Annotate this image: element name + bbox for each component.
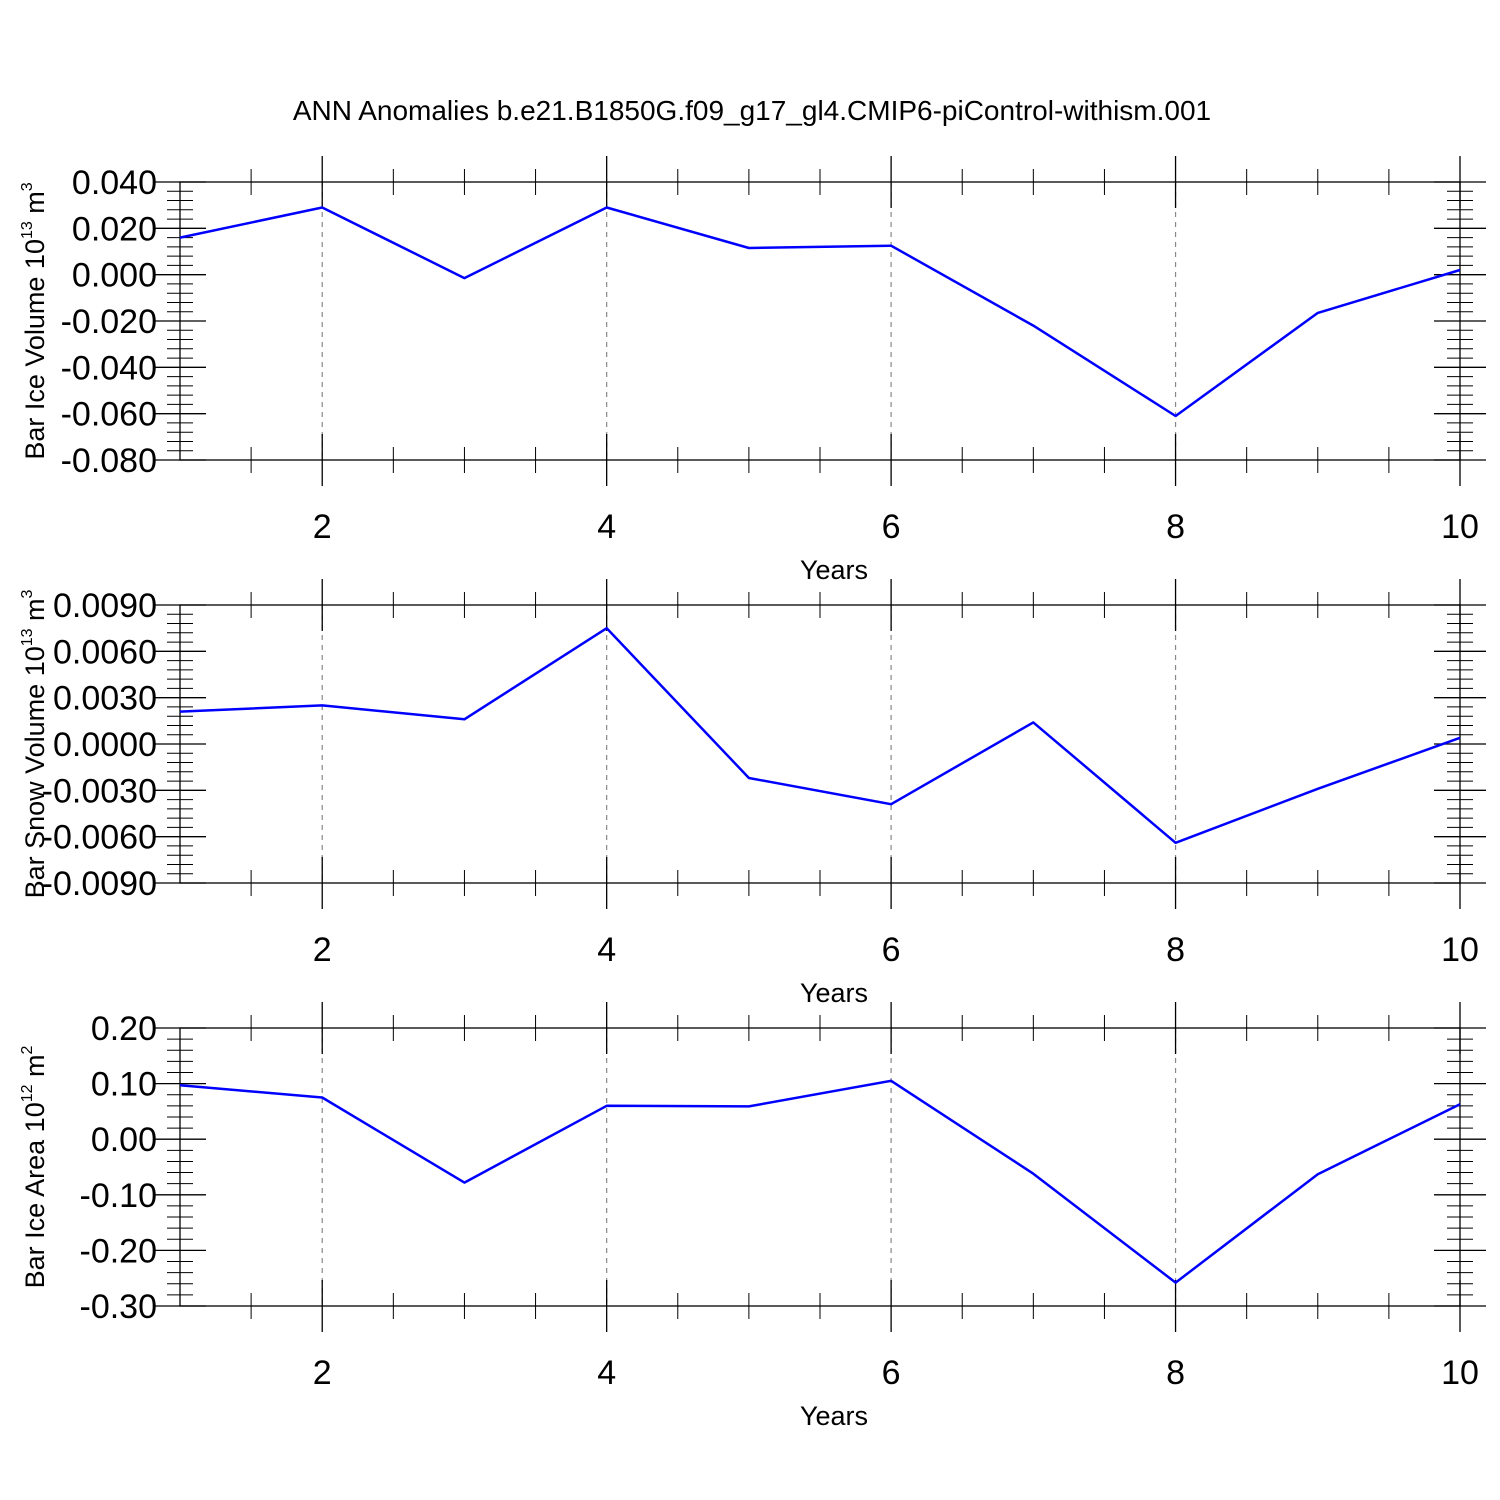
y-axis-title-part: Bar Snow Volume 10 (20, 646, 50, 898)
series-line (179, 206, 1461, 418)
x-axis-title: Years (800, 978, 868, 1008)
x-tick-label: 6 (882, 508, 901, 546)
y-tick-label: 0.040 (72, 164, 157, 202)
y-axis-title-part: 12 (19, 1084, 36, 1102)
x-tick-label: 2 (313, 1354, 332, 1392)
y-axis-title-part: 3 (19, 589, 36, 598)
y-tick-label: 0.0090 (53, 587, 157, 625)
y-tick-label: 0.00 (91, 1121, 157, 1159)
plot-frame (179, 1027, 1461, 1307)
y-axis-title: Bar Snow Volume 1013 m3 (19, 589, 50, 898)
x-axis-title: Years (800, 1401, 868, 1431)
y-tick-label: -0.30 (80, 1288, 158, 1326)
y-tick-label: -0.10 (80, 1177, 158, 1215)
y-tick-label: -0.060 (61, 396, 157, 434)
y-axis-title-part: 2 (19, 1045, 36, 1054)
y-axis-title: Bar Ice Area 1012 m2 (19, 1045, 50, 1288)
chart-panel-3: 2 4 6 8 10 Years -0.30 -0.20 -0.10 0.00 0.10 0.20 Ba… (19, 1002, 1486, 1431)
y-axis-title-part: 3 (19, 182, 36, 191)
y-tick-label: -0.080 (61, 442, 157, 480)
x-tick-label: 8 (1166, 931, 1185, 969)
figure-title: ANN Anomalies b.e21.B1850G.f09_g17_gl4.C… (293, 95, 1211, 126)
chart-panel-1: 2 4 6 8 10 Years -0.080 -0.060 -0.040 -0.020 0.000… (19, 156, 1486, 585)
y-axis-title: Bar Ice Volume 1013 m3 (19, 182, 50, 459)
y-tick-label: -0.20 (80, 1232, 158, 1270)
y-tick-label: 0.0060 (53, 633, 157, 671)
series-line (179, 626, 1461, 845)
x-tick-label: 10 (1441, 1354, 1479, 1392)
y-axis-title-part: 13 (19, 221, 36, 239)
y-tick-label: 0.20 (91, 1010, 157, 1048)
series-line (179, 1079, 1461, 1284)
y-tick-label: -0.0030 (42, 772, 157, 810)
y-tick-label: 0.020 (72, 210, 157, 248)
x-tick-label: 6 (882, 1354, 901, 1392)
x-tick-label: 2 (313, 508, 332, 546)
y-axis-title-part: m (20, 191, 50, 221)
x-tick-label: 4 (597, 508, 616, 546)
plot-frame (179, 181, 1461, 461)
y-axis-title-part: m (20, 1054, 50, 1084)
y-axis-title-part: 13 (19, 628, 36, 646)
x-tick-label: 6 (882, 931, 901, 969)
x-tick-label: 2 (313, 931, 332, 969)
y-axis-title-part: Bar Ice Area 10 (20, 1102, 50, 1288)
y-tick-label: 0.0000 (53, 726, 157, 764)
x-tick-label: 10 (1441, 508, 1479, 546)
y-tick-label: 0.0030 (53, 680, 157, 718)
x-tick-label: 10 (1441, 931, 1479, 969)
x-tick-label: 4 (597, 931, 616, 969)
x-tick-label: 8 (1166, 1354, 1185, 1392)
x-axis-title: Years (800, 555, 868, 585)
y-axis-title-part: m (20, 598, 50, 628)
x-tick-label: 4 (597, 1354, 616, 1392)
y-tick-label: -0.040 (61, 349, 157, 387)
x-tick-label: 8 (1166, 508, 1185, 546)
y-tick-label: 0.10 (91, 1066, 157, 1104)
y-axis-title-part: Bar Ice Volume 10 (20, 239, 50, 460)
y-tick-label: -0.0060 (42, 819, 157, 857)
chart-panel-2: 2 4 6 8 10 Years -0.0090 -0.0060 -0.0030 0.0000 0.… (19, 579, 1486, 1008)
y-tick-label: -0.0090 (42, 865, 157, 903)
plot-frame (179, 604, 1461, 884)
y-tick-label: 0.000 (72, 257, 157, 295)
y-tick-label: -0.020 (61, 303, 157, 341)
